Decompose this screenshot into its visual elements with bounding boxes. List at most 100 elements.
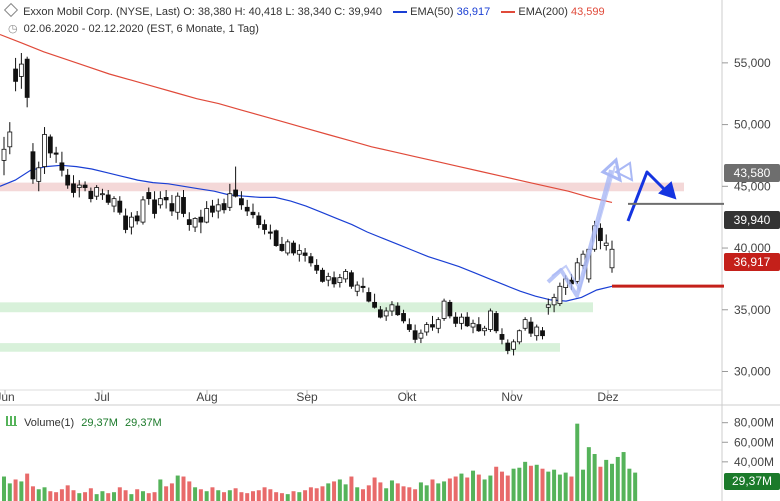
volume-tick-label: 80,00M <box>734 416 774 430</box>
candle-body <box>128 216 134 228</box>
candle-body <box>418 332 424 339</box>
volume-value-2: 29,37M <box>125 417 162 429</box>
candle-body <box>273 230 279 246</box>
candle-body <box>296 250 302 255</box>
candle-body <box>499 334 505 340</box>
candle-body <box>476 324 482 332</box>
volume-bar <box>239 492 244 501</box>
candle-body <box>210 205 215 213</box>
candle-body <box>424 324 430 333</box>
volume-bar <box>262 487 267 501</box>
volume-bar <box>210 487 215 501</box>
candle-body <box>603 242 609 246</box>
volume-bar <box>366 485 371 501</box>
candle-body <box>511 341 516 350</box>
candle-body <box>192 218 198 228</box>
time-tick-label: Dez <box>597 390 618 404</box>
volume-bar <box>204 491 209 501</box>
candle-body <box>227 193 233 208</box>
ema200-legend-value: 43,599 <box>570 6 605 18</box>
forecast-zigzag-arrow <box>626 170 670 222</box>
ema50-legend-value: 36,917 <box>456 6 491 18</box>
volume-bar <box>36 489 41 501</box>
candle-body <box>53 152 59 155</box>
volume-bar <box>135 489 140 501</box>
volume-bar <box>297 492 302 501</box>
collapse-icon[interactable] <box>3 2 19 18</box>
candle-body <box>186 219 192 225</box>
candle-body <box>24 58 30 98</box>
volume-bar <box>112 492 117 501</box>
candle-body <box>598 227 603 242</box>
candle-body <box>123 215 128 230</box>
price-level-lines <box>612 202 724 288</box>
volume-bar <box>77 493 82 501</box>
volume-bar <box>123 490 128 501</box>
price-tick-label: 55,000 <box>734 56 771 70</box>
volume-bar <box>65 485 70 501</box>
volume-bar <box>169 483 174 501</box>
candle-body <box>42 134 47 167</box>
date-range: 02.06.2020 - 02.12.2020 (EST, 6 Monate, … <box>23 23 259 35</box>
volume-bar <box>517 467 522 501</box>
candlesticks <box>1 52 615 356</box>
volume-bar <box>459 473 464 501</box>
volume-bar <box>407 487 412 501</box>
volume-bar <box>94 494 99 501</box>
volume-bar <box>279 493 284 501</box>
ema200-legend-swatch <box>501 11 516 14</box>
candle-body <box>100 193 105 196</box>
candle-body <box>233 189 239 197</box>
volume-bar <box>453 476 458 501</box>
volume-bar <box>181 476 186 501</box>
volume-bar <box>424 485 429 501</box>
volume-bar <box>285 494 290 501</box>
volume-bar <box>291 491 296 501</box>
volume-bar <box>627 468 632 501</box>
volume-bar <box>332 481 337 501</box>
ema50-legend-swatch <box>393 11 408 14</box>
ema50-legend-label: EMA(50) <box>410 6 454 18</box>
candle-body <box>244 206 250 212</box>
candle-body <box>505 342 511 351</box>
candle-body <box>94 187 100 197</box>
volume-tag: 29,37M <box>724 473 780 490</box>
volume-value-1: 29,37M <box>81 417 118 429</box>
volume-bar <box>129 494 134 501</box>
volume-bar <box>30 486 35 501</box>
volume-bar <box>227 490 232 501</box>
candle-body <box>522 319 528 329</box>
volume-bar <box>499 471 504 501</box>
candle-body <box>262 224 267 230</box>
volume-bar <box>343 484 348 501</box>
candle-body <box>430 324 435 328</box>
volume-bar <box>465 477 470 501</box>
volume-bar <box>575 423 580 501</box>
ema50-price-tag: 36,917 <box>724 253 780 271</box>
price-tick-label: 30,000 <box>734 364 771 378</box>
candle-body <box>360 285 366 288</box>
volume-bar <box>48 491 53 501</box>
candle-body <box>65 174 71 186</box>
volume-bar <box>19 481 24 501</box>
volume-bar <box>164 486 169 501</box>
close-price-tag: 39,940 <box>724 211 780 229</box>
candle-body <box>239 198 244 206</box>
candle-body <box>464 316 470 327</box>
volume-bar <box>598 466 603 501</box>
volume-bars <box>2 423 638 501</box>
candle-body <box>302 252 308 256</box>
candle-body <box>534 326 540 337</box>
volume-bar <box>401 486 406 501</box>
candle-body <box>198 216 204 223</box>
volume-bar <box>355 487 360 501</box>
volume-bar <box>604 459 609 501</box>
volume-bar <box>268 489 273 501</box>
volume-bar <box>326 483 331 501</box>
ema200-line <box>0 33 613 203</box>
volume-bar <box>2 476 6 501</box>
volume-bar <box>546 471 551 501</box>
candle-body <box>285 241 291 254</box>
time-tick-label: Sep <box>296 390 318 404</box>
volume-bar <box>314 488 319 501</box>
